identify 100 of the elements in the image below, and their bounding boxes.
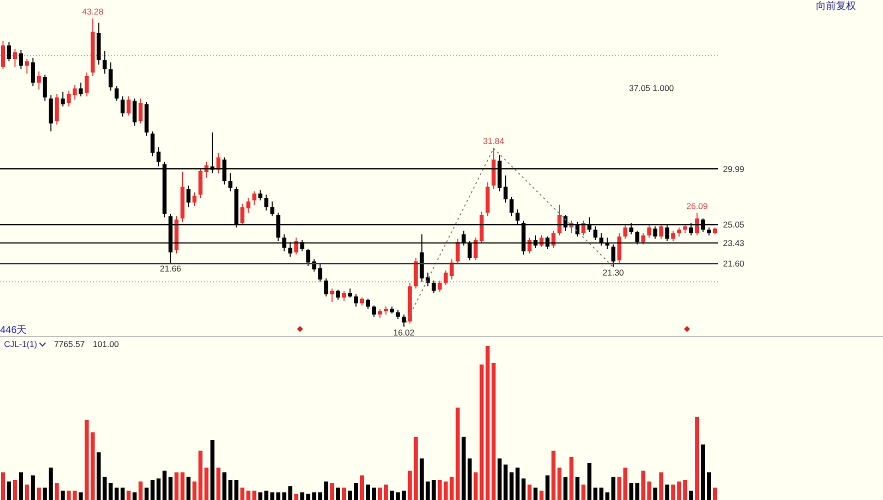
candlestick	[510, 196, 514, 217]
bar	[192, 482, 196, 500]
ref-line-label: 23.43	[723, 238, 745, 248]
candlestick	[126, 96, 131, 116]
bar	[402, 490, 406, 500]
bar	[528, 484, 532, 500]
candlestick	[306, 248, 310, 266]
candlestick	[671, 230, 676, 242]
bar	[611, 476, 616, 500]
candlestick	[108, 62, 113, 92]
bar	[186, 476, 190, 500]
bar	[438, 480, 442, 500]
bar	[366, 484, 370, 500]
candlestick	[617, 232, 622, 264]
candlestick	[557, 204, 562, 236]
candlestick	[1, 40, 5, 70]
annotation: 7765.57	[54, 339, 85, 350]
candlestick	[504, 174, 508, 204]
bar	[569, 456, 574, 500]
bar	[557, 468, 562, 500]
candlestick	[102, 50, 107, 74]
candlestick	[659, 224, 664, 240]
bar	[474, 472, 478, 500]
bar	[132, 492, 137, 500]
bar	[42, 488, 47, 500]
candlestick	[138, 98, 143, 124]
annotation: 446天	[0, 325, 27, 336]
bar	[617, 476, 622, 500]
candlestick	[318, 263, 322, 282]
text: 21.30	[602, 268, 624, 278]
candlestick	[78, 82, 83, 97]
bar	[587, 463, 592, 500]
candlestick	[228, 172, 232, 192]
candlestick	[336, 289, 340, 300]
bar	[318, 492, 322, 500]
bar	[575, 476, 580, 500]
bar	[228, 480, 232, 500]
bar	[162, 470, 167, 500]
bar	[671, 484, 676, 500]
bar	[96, 452, 101, 500]
bar	[174, 472, 179, 500]
candlestick	[444, 270, 448, 286]
bar	[342, 488, 346, 500]
bar	[156, 478, 161, 500]
candlestick	[150, 130, 155, 157]
bar	[683, 480, 688, 500]
candlestick	[438, 280, 442, 292]
candlestick	[240, 203, 244, 226]
bar	[264, 490, 268, 500]
bar	[599, 488, 604, 500]
bar	[540, 490, 544, 500]
candlestick	[60, 91, 65, 107]
candlestick	[474, 237, 478, 261]
bar	[623, 468, 628, 500]
bar	[444, 482, 448, 500]
candlestick	[623, 224, 628, 240]
bar	[486, 346, 490, 500]
candlestick	[24, 58, 29, 74]
bar	[677, 482, 682, 500]
bar	[246, 490, 250, 500]
bar	[695, 416, 700, 500]
candlestick	[186, 185, 190, 208]
bar	[168, 476, 173, 500]
candlestick	[647, 224, 652, 238]
candlestick	[264, 194, 268, 212]
text: 31.84	[482, 136, 504, 146]
candlestick	[366, 298, 370, 310]
bar	[545, 475, 550, 500]
annotation: 101.00	[92, 339, 119, 350]
bar	[288, 486, 292, 500]
bar	[516, 468, 520, 500]
bar	[102, 476, 107, 500]
bar	[294, 494, 298, 500]
bar	[551, 450, 556, 500]
bar	[468, 458, 472, 500]
bar	[138, 482, 143, 500]
bar	[66, 490, 71, 500]
bar	[198, 450, 202, 500]
bar	[48, 468, 53, 500]
bar	[653, 488, 658, 500]
bar	[60, 490, 65, 500]
bar	[498, 458, 502, 500]
bar	[336, 488, 340, 500]
bar	[222, 472, 226, 500]
candlestick	[551, 230, 556, 248]
candlestick	[396, 310, 400, 320]
chart-title: CJL-1(1)	[4, 339, 38, 350]
bar	[180, 472, 184, 500]
text: 26.09	[686, 200, 708, 211]
annotation: 37.05 1.000	[629, 83, 674, 94]
bar	[396, 492, 400, 500]
candlestick	[270, 200, 274, 217]
bar	[282, 492, 286, 500]
candlestick	[342, 290, 346, 302]
candlestick	[132, 98, 137, 126]
bar	[378, 488, 382, 500]
candlestick	[426, 272, 430, 287]
candlestick	[120, 96, 125, 118]
bar	[312, 492, 316, 500]
candlestick	[192, 192, 196, 206]
